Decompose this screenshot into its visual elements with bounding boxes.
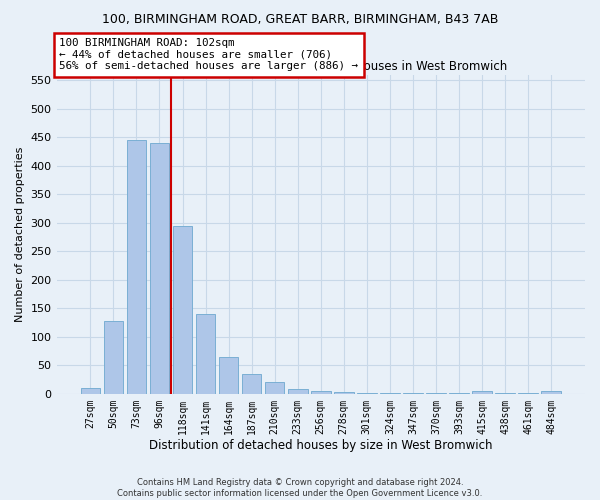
Bar: [196, 314, 215, 394]
Bar: [265, 382, 284, 394]
Bar: [311, 391, 331, 394]
Bar: [219, 357, 238, 394]
Bar: [104, 321, 123, 394]
Text: Contains HM Land Registry data © Crown copyright and database right 2024.
Contai: Contains HM Land Registry data © Crown c…: [118, 478, 482, 498]
Bar: [149, 143, 169, 394]
Bar: [80, 388, 100, 394]
Bar: [288, 390, 308, 394]
Y-axis label: Number of detached properties: Number of detached properties: [15, 146, 25, 322]
Text: 100, BIRMINGHAM ROAD, GREAT BARR, BIRMINGHAM, B43 7AB: 100, BIRMINGHAM ROAD, GREAT BARR, BIRMIN…: [102, 12, 498, 26]
Bar: [472, 391, 492, 394]
Bar: [173, 226, 193, 394]
Text: 100 BIRMINGHAM ROAD: 102sqm
← 44% of detached houses are smaller (706)
56% of se: 100 BIRMINGHAM ROAD: 102sqm ← 44% of det…: [59, 38, 358, 72]
Bar: [242, 374, 262, 394]
Title: Size of property relative to detached houses in West Bromwich: Size of property relative to detached ho…: [134, 60, 507, 74]
Bar: [334, 392, 353, 394]
Bar: [357, 392, 377, 394]
X-axis label: Distribution of detached houses by size in West Bromwich: Distribution of detached houses by size …: [149, 440, 493, 452]
Bar: [127, 140, 146, 394]
Bar: [541, 391, 561, 394]
